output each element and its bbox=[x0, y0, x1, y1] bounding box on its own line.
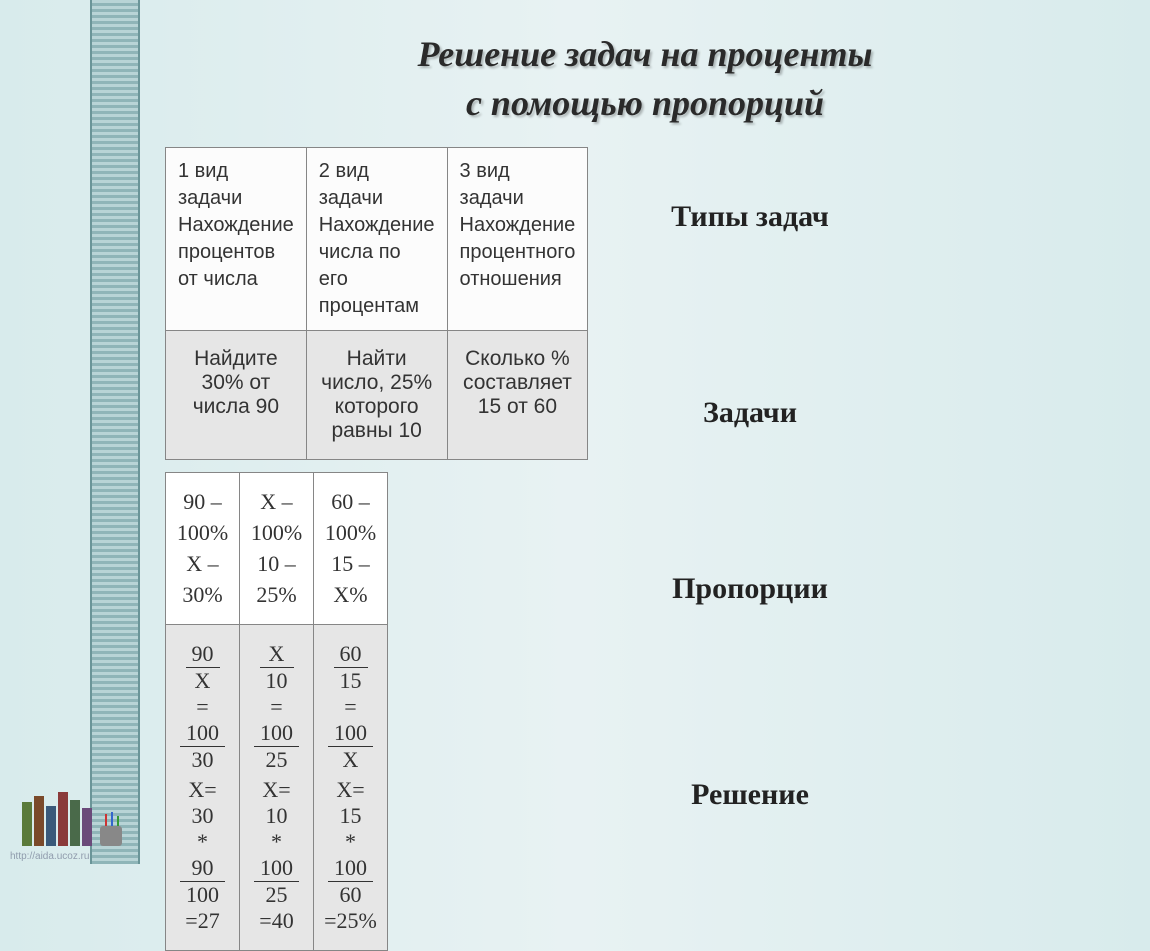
slide-content: Решение задач на проценты с помощью проп… bbox=[165, 30, 1125, 951]
spiral-binding bbox=[90, 0, 140, 864]
sol-3-eq2: X= 15 * 10060 =25% bbox=[324, 777, 377, 934]
f-rd: X bbox=[328, 747, 373, 773]
prop-2-line-2: 10 – 25% bbox=[250, 549, 303, 611]
sol-1-eq1: 90X = 10030 bbox=[176, 641, 229, 773]
prop-3-line-2: 15 – X% bbox=[324, 549, 377, 611]
f-rn: 100 bbox=[180, 720, 225, 747]
types-row: 1 вид задачи Нахождение процентов от чис… bbox=[166, 148, 588, 331]
f-ld: 15 bbox=[334, 668, 368, 694]
f-ld: X bbox=[186, 668, 220, 694]
slide-title: Решение задач на проценты с помощью проп… bbox=[165, 30, 1125, 127]
sol-3-eq1: 6015 = 100X bbox=[324, 641, 377, 773]
prop-cell-2: X – 100% 10 – 25% bbox=[240, 473, 314, 625]
sol-cell-2: X10 = 10025 X= 10 * 10025 =40 bbox=[240, 625, 314, 951]
type-text-3: 3 вид задачи Нахождение процентного отно… bbox=[460, 160, 576, 290]
sol-1-eq2: X= 30 * 90100 =27 bbox=[176, 777, 229, 934]
books-icon bbox=[14, 782, 134, 852]
f-ld: 10 bbox=[260, 668, 294, 694]
type-cell-3: 3 вид задачи Нахождение процентного отно… bbox=[447, 148, 588, 331]
f-rn: 100 bbox=[254, 720, 299, 747]
label-proportions: Пропорции bbox=[375, 539, 1125, 639]
prop-1-line-1: 90 – 100% bbox=[176, 487, 229, 549]
f-rd: 25 bbox=[254, 747, 299, 773]
footer-url: http://aida.ucoz.ru bbox=[10, 851, 90, 862]
label-tasks: Задачи bbox=[375, 368, 1125, 458]
prop-1-line-2: X – 30% bbox=[176, 549, 229, 611]
sol-2-eq1: X10 = 10025 bbox=[250, 641, 303, 773]
title-line-1: Решение задач на проценты bbox=[165, 30, 1125, 79]
f2-num: 30 * 90 bbox=[180, 803, 225, 882]
type-text-1: 1 вид задачи Нахождение процентов от чис… bbox=[178, 160, 294, 290]
res-2: 40 bbox=[272, 908, 294, 933]
f-rd: 30 bbox=[180, 747, 225, 773]
f2-den: 25 bbox=[254, 882, 299, 908]
f2-num: 10 * 100 bbox=[254, 803, 299, 882]
res-1: 27 bbox=[198, 908, 220, 933]
prop-3-line-1: 60 – 100% bbox=[324, 487, 377, 549]
f-rn: 100 bbox=[328, 720, 373, 747]
lower-table: 90 – 100% X – 30% X – 100% 10 – 25% 60 –… bbox=[165, 472, 388, 951]
type-text-2: 2 вид задачи Нахождение числа по его про… bbox=[319, 160, 435, 317]
f-ln: 60 bbox=[334, 641, 368, 668]
f2-den: 60 bbox=[328, 882, 373, 908]
f-ln: 90 bbox=[186, 641, 220, 668]
main-grid: Типы задач 1 вид задачи Нахождение проце… bbox=[165, 147, 1125, 951]
task-cell-1: Найдите 30% от числа 90 bbox=[166, 331, 307, 460]
solution-row: 90X = 10030 X= 30 * 90100 =27 X10 bbox=[166, 625, 388, 951]
prop-cell-1: 90 – 100% X – 30% bbox=[166, 473, 240, 625]
sol-2-eq2: X= 10 * 10025 =40 bbox=[250, 777, 303, 934]
f2-num: 15 * 100 bbox=[328, 803, 373, 882]
type-cell-1: 1 вид задачи Нахождение процентов от чис… bbox=[166, 148, 307, 331]
title-line-2: с помощью пропорций bbox=[165, 79, 1125, 128]
type-cell-2: 2 вид задачи Нахождение числа по его про… bbox=[306, 148, 447, 331]
label-solution: Решение bbox=[375, 720, 1125, 870]
sol-cell-1: 90X = 10030 X= 30 * 90100 =27 bbox=[166, 625, 240, 951]
proportions-row: 90 – 100% X – 30% X – 100% 10 – 25% 60 –… bbox=[166, 473, 388, 625]
f-ln: X bbox=[260, 641, 294, 668]
prop-2-line-1: X – 100% bbox=[250, 487, 303, 549]
res-3: 25% bbox=[337, 908, 377, 933]
f2-den: 100 bbox=[180, 882, 225, 908]
